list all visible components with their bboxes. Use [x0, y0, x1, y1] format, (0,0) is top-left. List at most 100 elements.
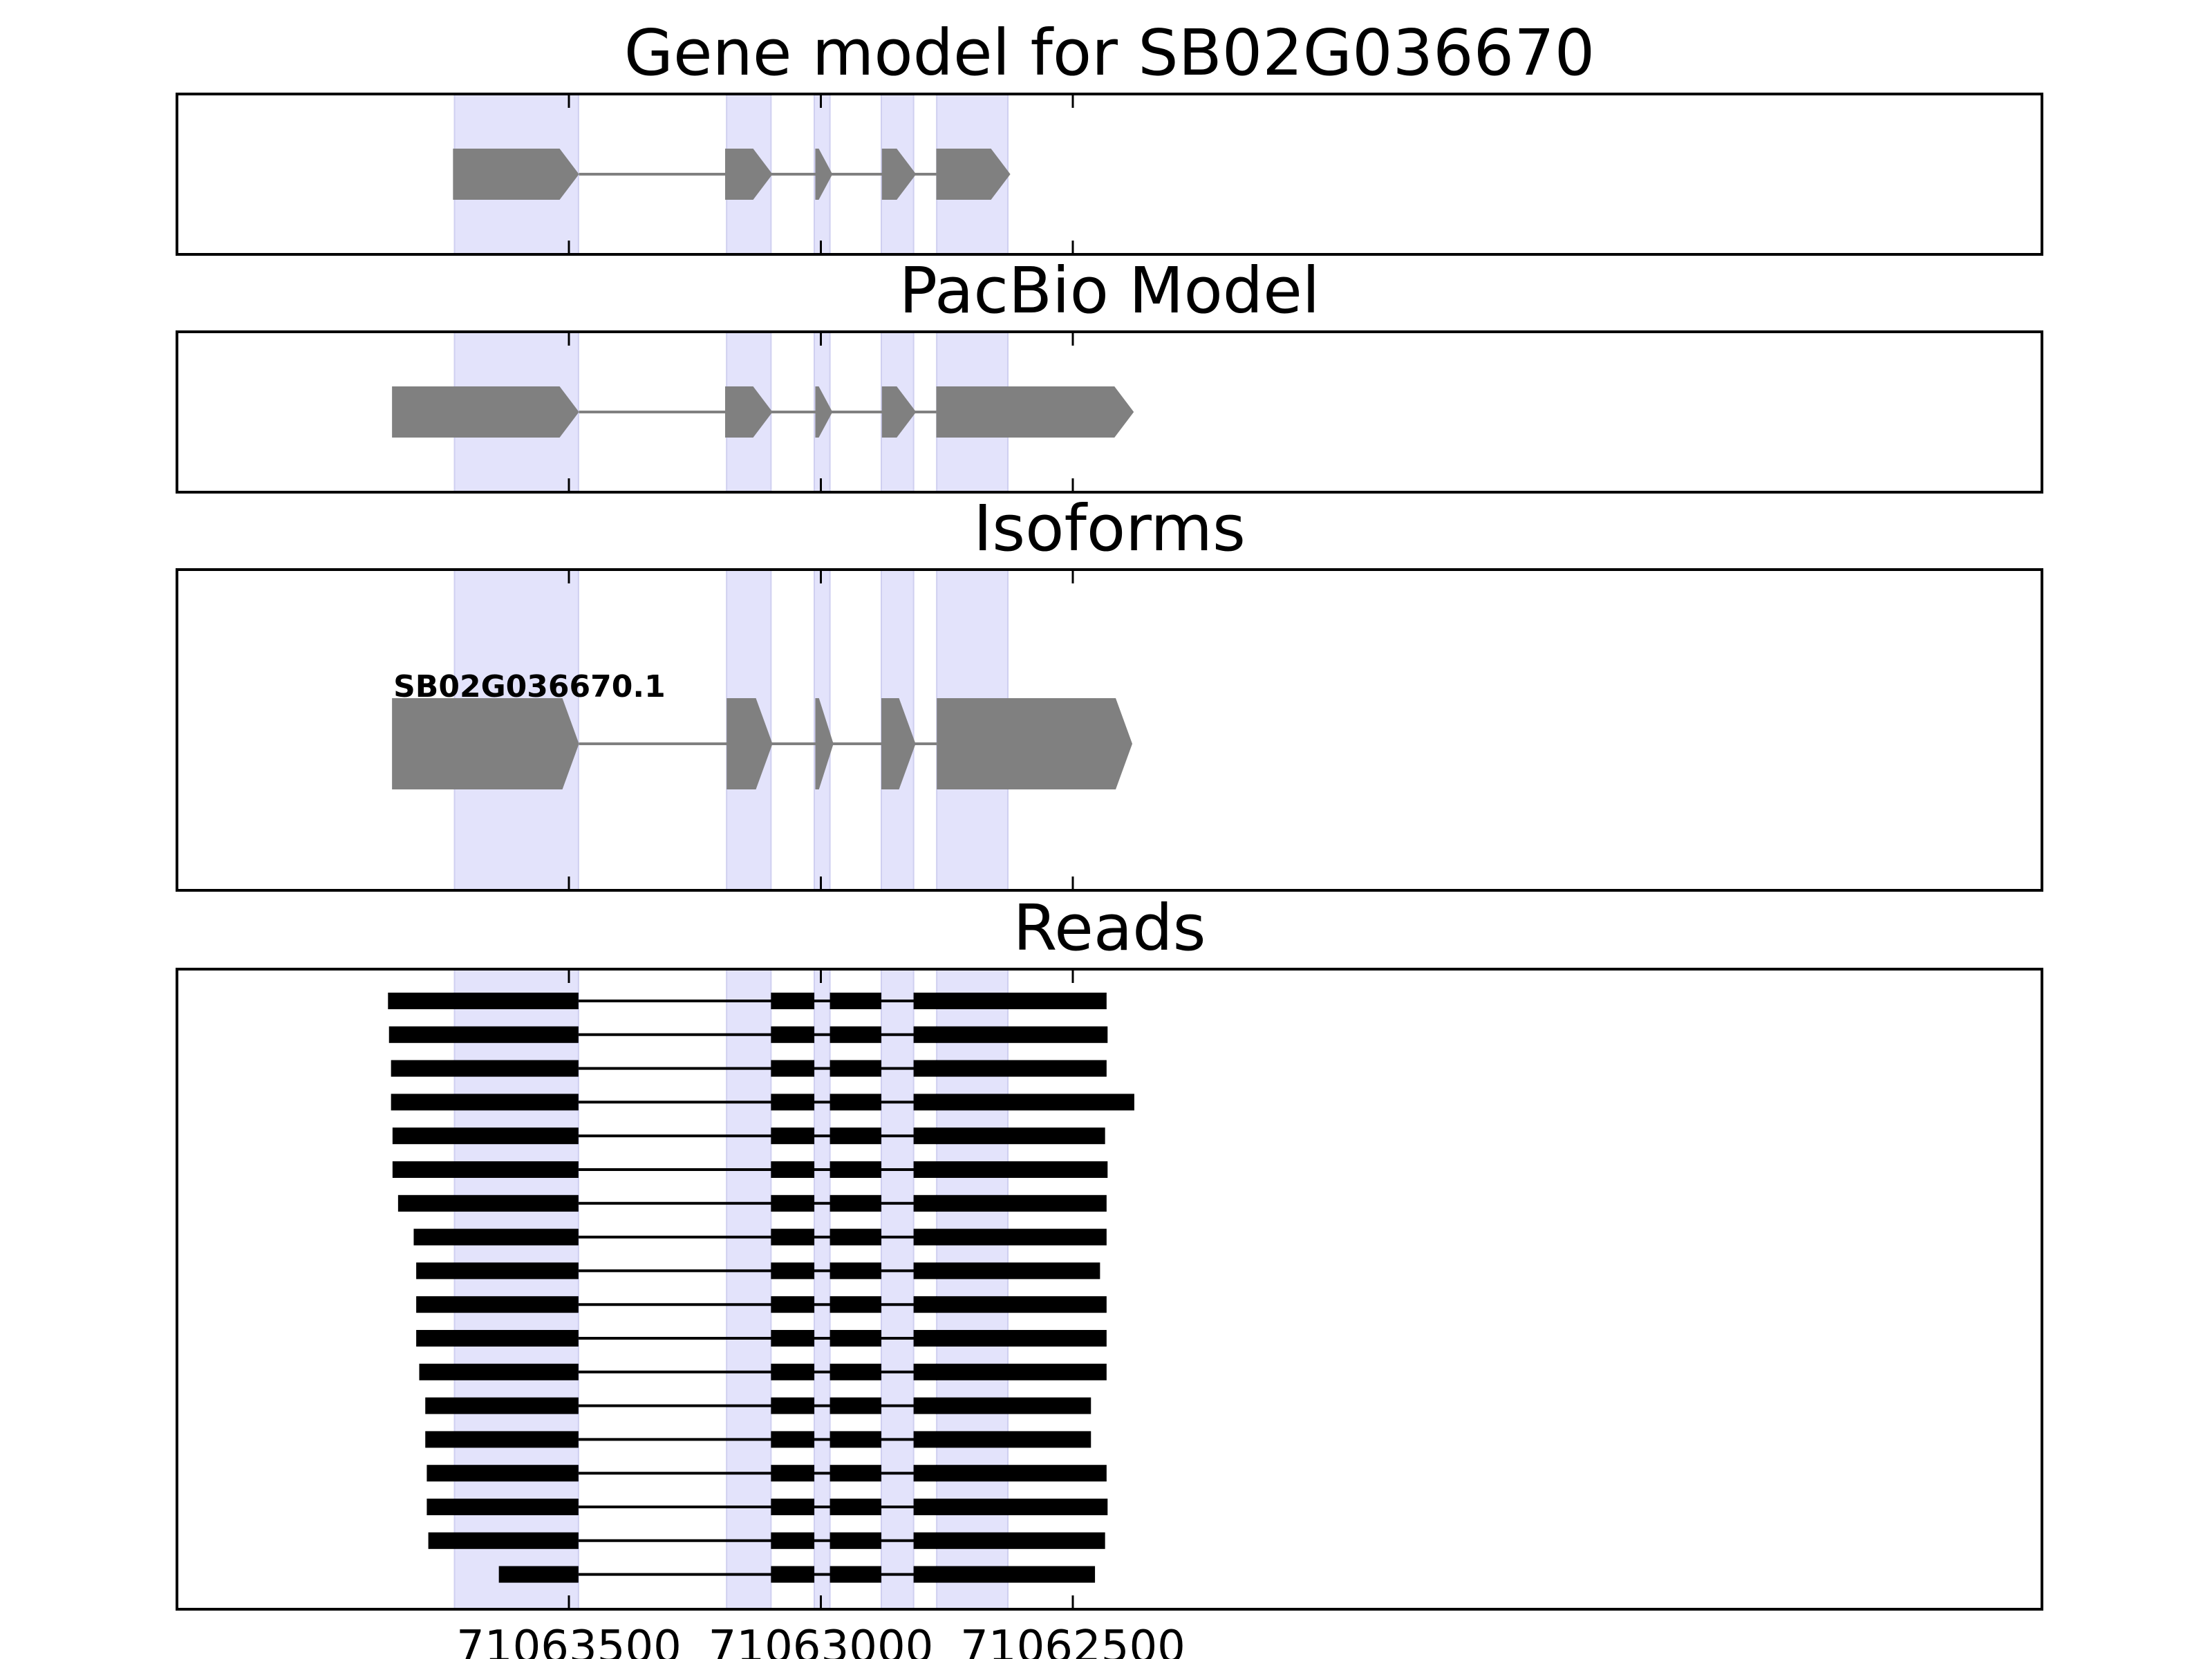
read-exon-block [913, 1161, 937, 1178]
read-exon-block [771, 1532, 815, 1549]
panels-layer: Gene model for SB02G036670 PacBio Model Is… [176, 16, 2043, 1611]
read-exon-block [771, 1465, 815, 1482]
read-exon-block [936, 1228, 1107, 1246]
read-track [388, 993, 1107, 1009]
read-exon-block [913, 1060, 937, 1077]
read-exon-block [391, 1060, 579, 1077]
read-exon-block [913, 993, 937, 1009]
read-exon-block [830, 1161, 881, 1178]
read-exon-block [425, 1397, 579, 1414]
read-exon-block [936, 1499, 1108, 1515]
gene-feature [453, 149, 1011, 200]
read-track [413, 1228, 1107, 1246]
read-exon-block [416, 1296, 579, 1313]
exon-block [453, 149, 579, 200]
panel-frame [176, 330, 2043, 494]
panel-2: PacBio Model [176, 254, 2043, 494]
read-exon-block [913, 1363, 937, 1380]
exon-block [936, 386, 1134, 438]
read-track [416, 1262, 1100, 1280]
read-exon-block [936, 1532, 1105, 1549]
read-exon-block [388, 993, 579, 1009]
read-exon-block [771, 1363, 815, 1380]
read-exon-block [771, 1499, 815, 1515]
read-exon-block [419, 1363, 579, 1380]
panel-title: Isoforms [973, 491, 1246, 565]
read-track [416, 1330, 1107, 1347]
read-exon-block [771, 1296, 815, 1313]
read-exon-block [913, 1431, 937, 1448]
read-exon-block [771, 1060, 815, 1077]
read-exon-block [830, 1465, 881, 1482]
panel-3: Isoforms SB02G036670.1 [176, 491, 2043, 892]
read-exon-block [913, 1499, 937, 1515]
exon-highlight-band [726, 968, 772, 1610]
panel-frame [176, 93, 2043, 256]
read-exon-block [397, 1194, 579, 1212]
read-track [419, 1363, 1107, 1380]
read-exon-block [830, 993, 881, 1009]
read-exon-block [913, 1228, 937, 1246]
x-tick-label: 71063500 [456, 1622, 682, 1659]
read-exon-block [936, 1026, 1108, 1043]
read-exon-block [771, 1161, 815, 1178]
read-track [391, 1060, 1107, 1077]
exon-block [881, 386, 917, 438]
read-exon-block [771, 1026, 815, 1043]
read-exon-block [913, 1397, 937, 1414]
read-exon-block [913, 1262, 937, 1280]
read-exon-block [830, 1397, 881, 1414]
panel-title: Gene model for SB02G036670 [624, 16, 1595, 90]
read-track [392, 1161, 1108, 1178]
panel-title: Reads [1013, 891, 1206, 965]
read-exon-block [830, 1228, 881, 1246]
read-exon-block [771, 1330, 815, 1347]
read-exon-block [416, 1330, 579, 1347]
read-exon-block [936, 1262, 1100, 1280]
read-track [425, 1431, 1091, 1448]
read-exon-block [830, 1532, 881, 1549]
exon-block [392, 386, 579, 438]
read-exon-block [830, 1566, 881, 1583]
read-exon-block [392, 1161, 579, 1178]
read-exon-block [771, 993, 815, 1009]
read-track [388, 1026, 1108, 1043]
read-exon-block [427, 1465, 579, 1482]
read-track [498, 1566, 1096, 1583]
read-exon-block [830, 1431, 881, 1448]
read-exon-block [913, 1465, 937, 1482]
read-exon-block [936, 1060, 1107, 1077]
exon-block [815, 698, 834, 789]
read-exon-block [830, 1363, 881, 1380]
exon-block [881, 698, 916, 789]
read-exon-block [936, 1431, 1091, 1448]
gene-feature [392, 386, 1134, 438]
panel-4: Reads [176, 891, 2043, 1611]
read-exon-block [388, 1026, 579, 1043]
read-exon-block [830, 1194, 881, 1212]
exon-block [727, 698, 773, 789]
read-exon-block [830, 1330, 881, 1347]
read-track [428, 1532, 1105, 1549]
read-track [427, 1499, 1108, 1515]
exon-block [724, 386, 773, 438]
read-exon-block [936, 1397, 1091, 1414]
read-exon-block [913, 1127, 937, 1145]
read-exon-block [913, 1026, 937, 1043]
read-exon-block [913, 1330, 937, 1347]
read-exon-block [771, 1228, 815, 1246]
read-exon-block [771, 1431, 815, 1448]
read-exon-block [936, 1330, 1107, 1347]
exon-block [937, 698, 1133, 789]
read-exon-block [425, 1431, 579, 1448]
exon-block [724, 149, 773, 200]
read-track [425, 1397, 1091, 1414]
read-exon-block [936, 1194, 1107, 1212]
read-exon-block [771, 1397, 815, 1414]
read-exon-block [771, 1127, 815, 1145]
exon-highlight-band [814, 968, 831, 1610]
read-exon-block [913, 1566, 937, 1583]
read-exon-block [830, 1026, 881, 1043]
read-exon-block [391, 1094, 579, 1111]
